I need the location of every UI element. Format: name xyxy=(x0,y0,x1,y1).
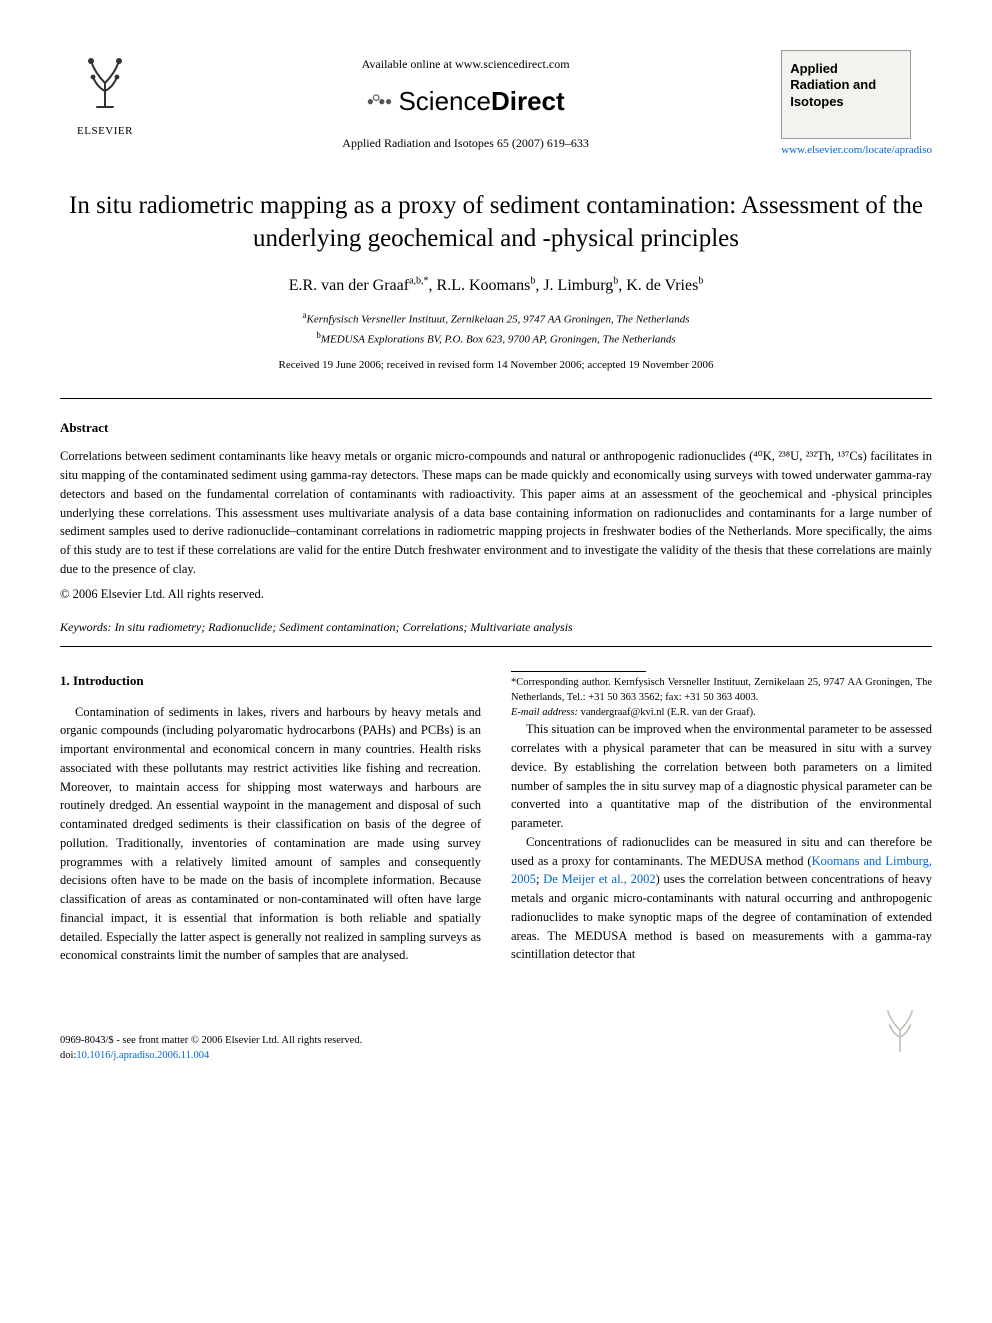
sd-prefix: Science xyxy=(398,86,491,116)
elsevier-watermark-icon xyxy=(868,1000,932,1064)
keywords-line: Keywords: In situ radiometry; Radionucli… xyxy=(60,619,932,636)
keywords-label: Keywords: xyxy=(60,620,112,634)
section-1-heading: 1. Introduction xyxy=(60,671,481,691)
affiliation-a: aKernfysisch Versneller Instituut, Zerni… xyxy=(60,309,932,328)
footnote-rule xyxy=(511,671,646,672)
journal-box-line3: Isotopes xyxy=(790,94,902,110)
available-online-text: Available online at www.sciencedirect.co… xyxy=(150,56,781,73)
footer-copyright: 0969-8043/$ - see front matter © 2006 El… xyxy=(60,1034,362,1049)
journal-box-wrap: Applied Radiation and Isotopes www.elsev… xyxy=(781,50,932,181)
citation-line: Applied Radiation and Isotopes 65 (2007)… xyxy=(150,135,781,152)
author-email[interactable]: vandergraaf@kvi.nl xyxy=(581,707,665,718)
footer-doi-line: doi:10.1016/j.apradiso.2006.11.004 xyxy=(60,1049,362,1064)
abstract-copyright: © 2006 Elsevier Ltd. All rights reserved… xyxy=(60,585,932,603)
sciencedirect-wordmark: ScienceDirect xyxy=(398,83,564,121)
intro-paragraph-3: Concentrations of radionuclides can be m… xyxy=(511,833,932,964)
email-line: E-mail address: vandergraaf@kvi.nl (E.R.… xyxy=(511,706,932,721)
footnote-block: *Corresponding author. Kernfysisch Versn… xyxy=(511,671,932,720)
page-footer: 0969-8043/$ - see front matter © 2006 El… xyxy=(60,1000,932,1064)
rule-top xyxy=(60,398,932,399)
affiliation-b-text: MEDUSA Explorations BV, P.O. Box 623, 97… xyxy=(321,333,676,345)
intro-paragraph-1: Contamination of sediments in lakes, riv… xyxy=(60,703,481,966)
footer-left: 0969-8043/$ - see front matter © 2006 El… xyxy=(60,1034,362,1063)
doi-link[interactable]: 10.1016/j.apradiso.2006.11.004 xyxy=(76,1050,209,1061)
journal-box-line2: Radiation and xyxy=(790,77,902,93)
ref-demeijer-2002[interactable]: De Meijer et al., 2002 xyxy=(543,872,655,886)
elsevier-logo-block: ELSEVIER xyxy=(60,50,150,140)
elsevier-label: ELSEVIER xyxy=(60,124,150,140)
corresponding-author-note: *Corresponding author. Kernfysisch Versn… xyxy=(511,676,932,705)
article-dates: Received 19 June 2006; received in revis… xyxy=(60,358,932,374)
header-row: ELSEVIER Available online at www.science… xyxy=(60,50,932,181)
body-columns: 1. Introduction Contamination of sedimen… xyxy=(60,671,932,975)
email-label: E-mail address: xyxy=(511,707,578,718)
email-tail: (E.R. van der Graaf). xyxy=(667,707,756,718)
doi-label: doi: xyxy=(60,1050,76,1061)
rule-bottom xyxy=(60,646,932,647)
abstract-heading: Abstract xyxy=(60,419,932,438)
affiliations: aKernfysisch Versneller Instituut, Zerni… xyxy=(60,309,932,347)
abstract-body: Correlations between sediment contaminan… xyxy=(60,447,932,578)
article-title: In situ radiometric mapping as a proxy o… xyxy=(60,189,932,257)
affiliation-a-text: Kernfysisch Versneller Instituut, Zernik… xyxy=(307,314,690,326)
affiliation-b: bMEDUSA Explorations BV, P.O. Box 623, 9… xyxy=(60,329,932,348)
sd-suffix: Direct xyxy=(491,86,565,116)
intro-paragraph-2: This situation can be improved when the … xyxy=(511,720,932,833)
header-center: Available online at www.sciencedirect.co… xyxy=(150,50,781,152)
sciencedirect-icon: • ° • • xyxy=(367,86,389,118)
keywords-list: In situ radiometry; Radionuclide; Sedime… xyxy=(115,620,573,634)
sciencedirect-logo: • ° • • ScienceDirect xyxy=(150,83,781,121)
journal-cover-box: Applied Radiation and Isotopes xyxy=(781,50,911,139)
elsevier-tree-icon xyxy=(70,50,140,120)
journal-homepage-link[interactable]: www.elsevier.com/locate/apradiso xyxy=(781,143,932,159)
author-list: E.R. van der Graafa,b,*, R.L. Koomansb, … xyxy=(60,274,932,297)
journal-box-line1: Applied xyxy=(790,61,902,77)
